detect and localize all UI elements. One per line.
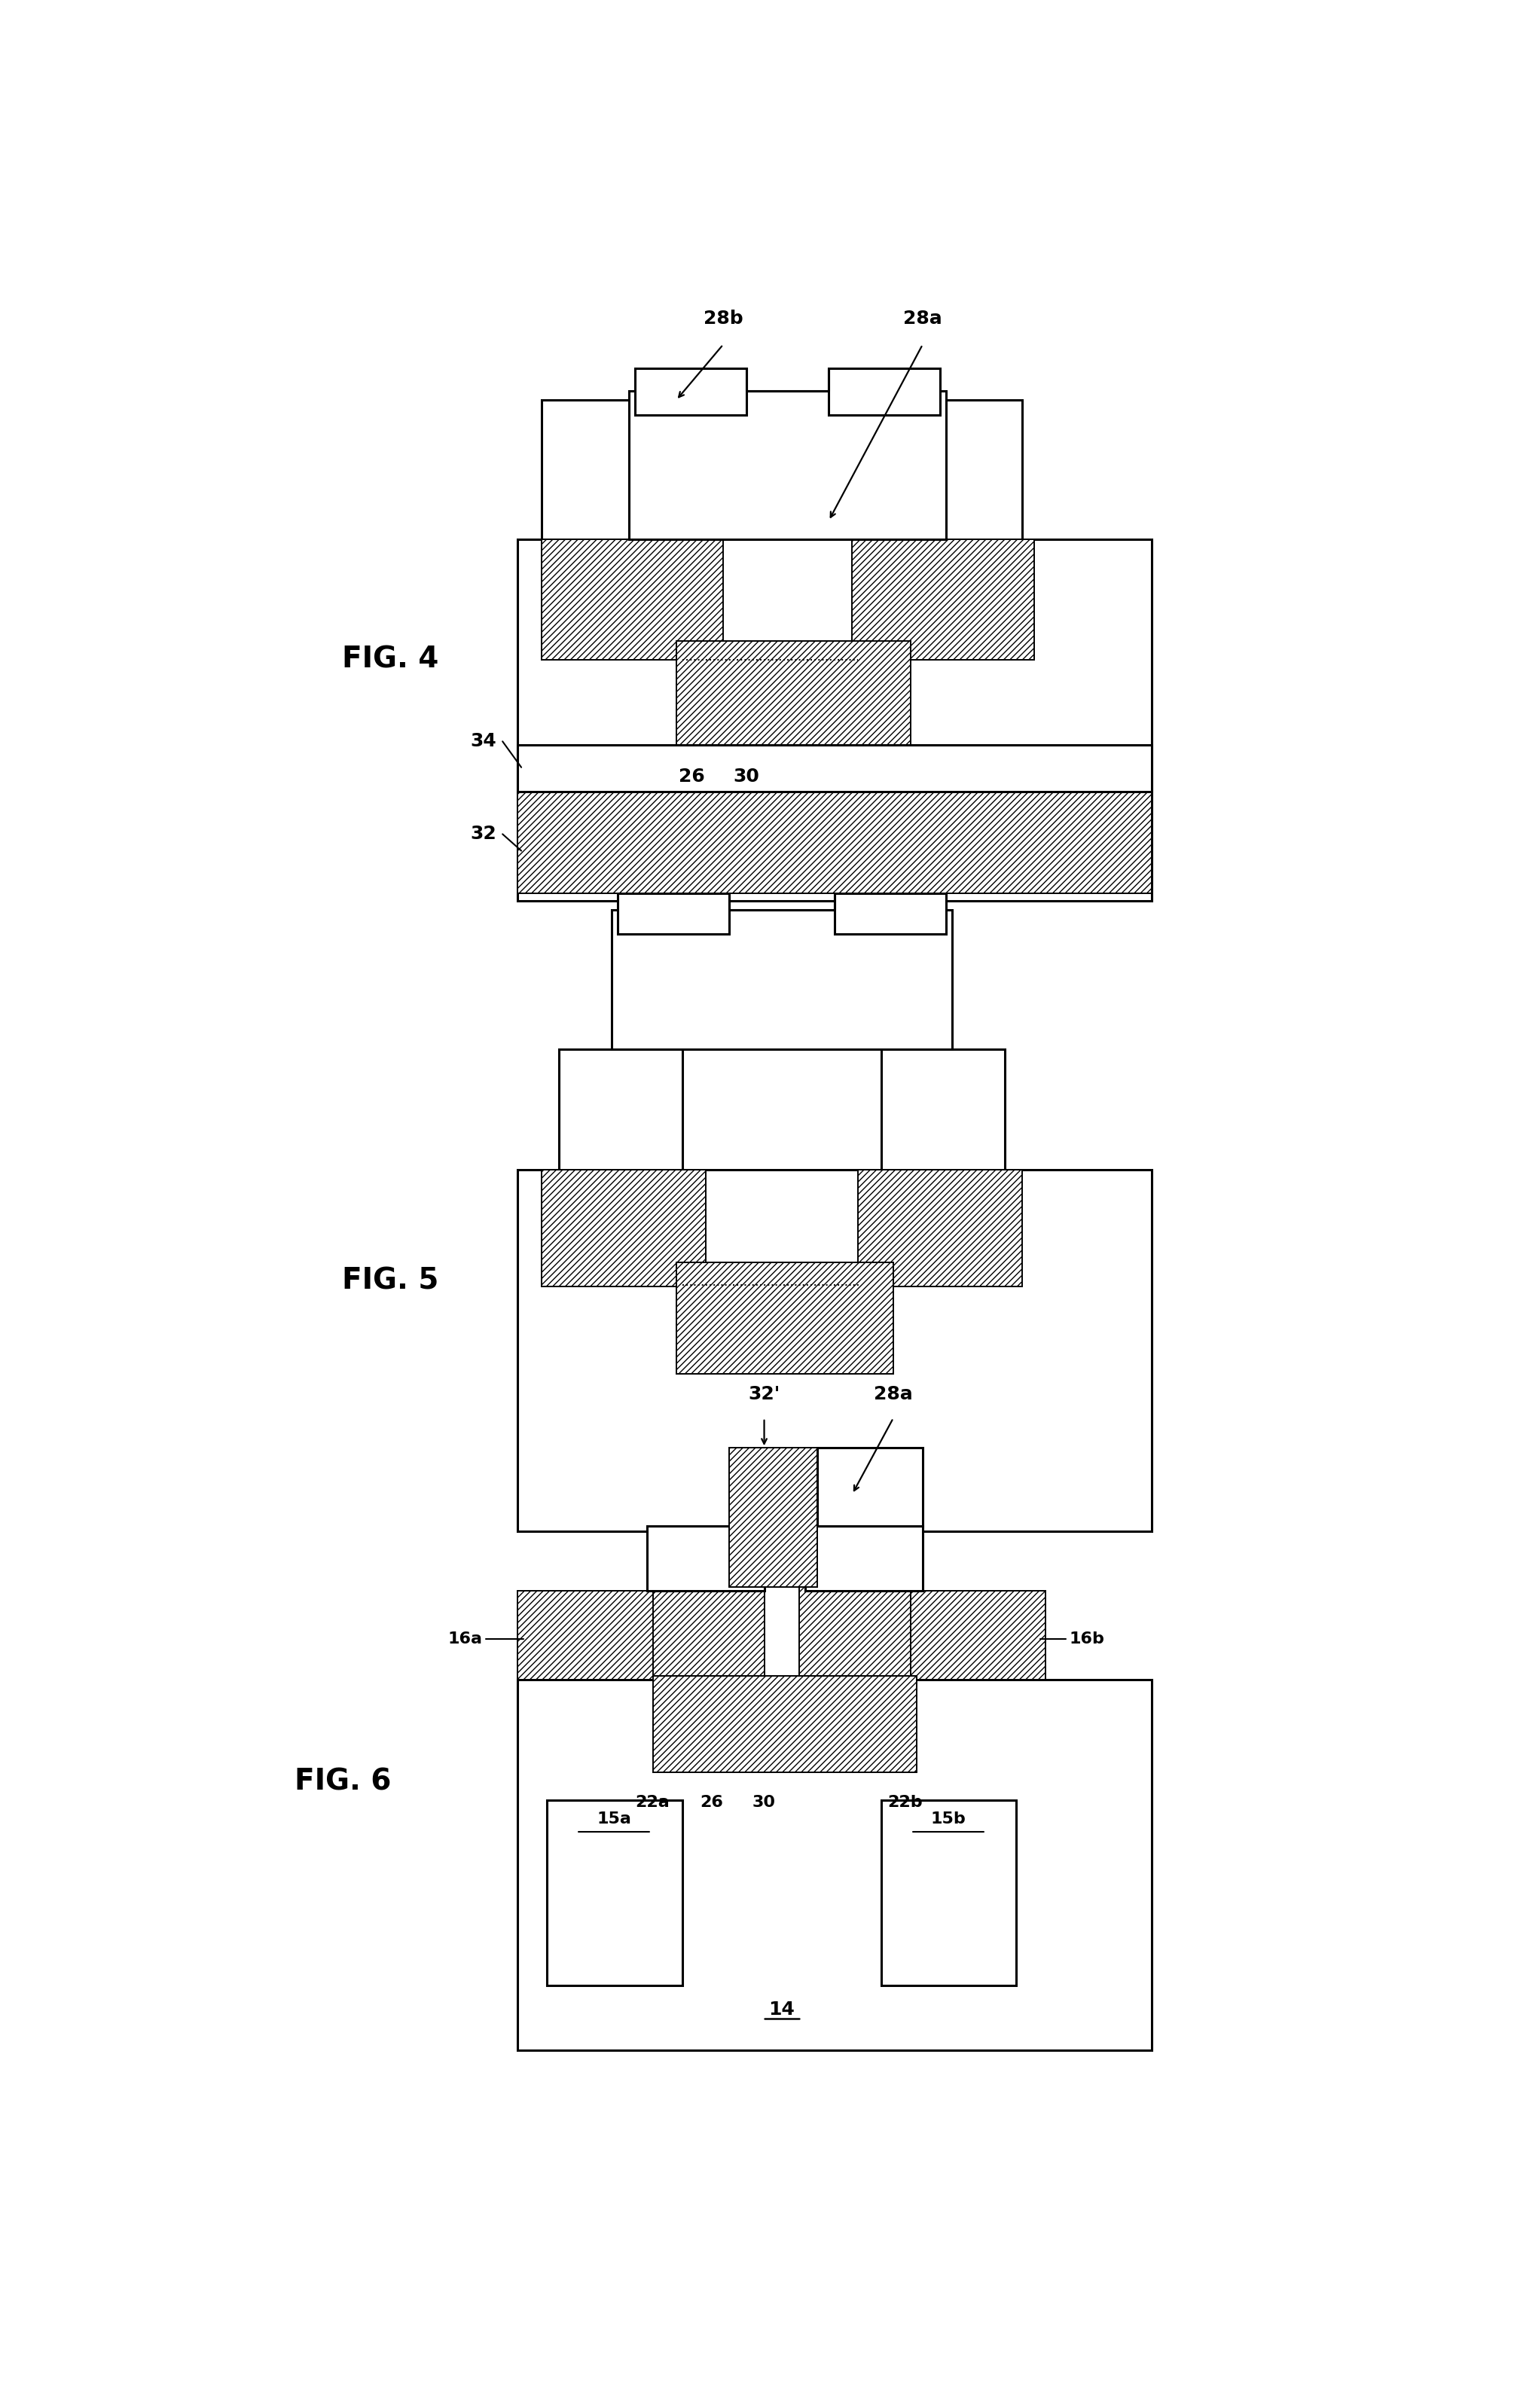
Text: 28b: 28b — [704, 311, 743, 327]
Text: 28a: 28a — [874, 1385, 913, 1404]
Bar — [818, 1447, 922, 1527]
Bar — [630, 390, 946, 539]
Bar — [828, 368, 940, 414]
Bar — [542, 1170, 706, 1286]
Text: FIG. 5: FIG. 5 — [342, 1267, 439, 1296]
Text: 26: 26 — [678, 768, 704, 785]
Bar — [858, 1170, 1022, 1286]
Bar — [799, 1582, 911, 1676]
Bar — [636, 368, 746, 414]
Bar — [677, 641, 911, 751]
Bar — [653, 1582, 765, 1676]
Bar — [559, 1050, 681, 1170]
Text: FIG. 4: FIG. 4 — [342, 645, 439, 674]
Text: FIG. 6: FIG. 6 — [295, 1767, 392, 1796]
Text: 15a: 15a — [597, 1811, 631, 1825]
Text: 26: 26 — [699, 1794, 724, 1808]
Text: 22b: 22b — [887, 1794, 922, 1808]
Bar — [887, 400, 1022, 539]
Text: 30: 30 — [752, 1794, 775, 1808]
Bar — [618, 893, 730, 934]
Bar — [518, 1592, 693, 1681]
Bar — [805, 1527, 922, 1592]
Text: 32: 32 — [471, 826, 497, 843]
Bar — [869, 1592, 1046, 1681]
Text: 14: 14 — [769, 2001, 795, 2018]
Text: 16a: 16a — [448, 1630, 483, 1647]
Bar — [677, 1262, 893, 1373]
Bar — [542, 539, 724, 660]
Text: 16b: 16b — [1069, 1630, 1105, 1647]
Text: 32': 32' — [748, 1385, 780, 1404]
Bar — [881, 1050, 1005, 1170]
Bar — [881, 1801, 1016, 1987]
Bar — [547, 1801, 681, 1987]
Text: 30: 30 — [733, 768, 760, 785]
Text: 28a: 28a — [904, 311, 942, 327]
Bar — [852, 539, 1034, 660]
Bar — [542, 400, 677, 539]
Bar — [518, 744, 1152, 792]
Text: 22a: 22a — [636, 1794, 671, 1808]
Bar — [646, 1527, 765, 1592]
Bar — [653, 1676, 917, 1772]
Bar — [518, 792, 1152, 893]
Bar — [834, 893, 946, 934]
Bar — [612, 910, 952, 1050]
Bar — [518, 1681, 1152, 2052]
Bar — [518, 539, 1152, 901]
Text: 15b: 15b — [931, 1811, 966, 1825]
Bar — [730, 1447, 818, 1587]
Text: 34: 34 — [471, 732, 497, 751]
Bar — [518, 1170, 1152, 1531]
